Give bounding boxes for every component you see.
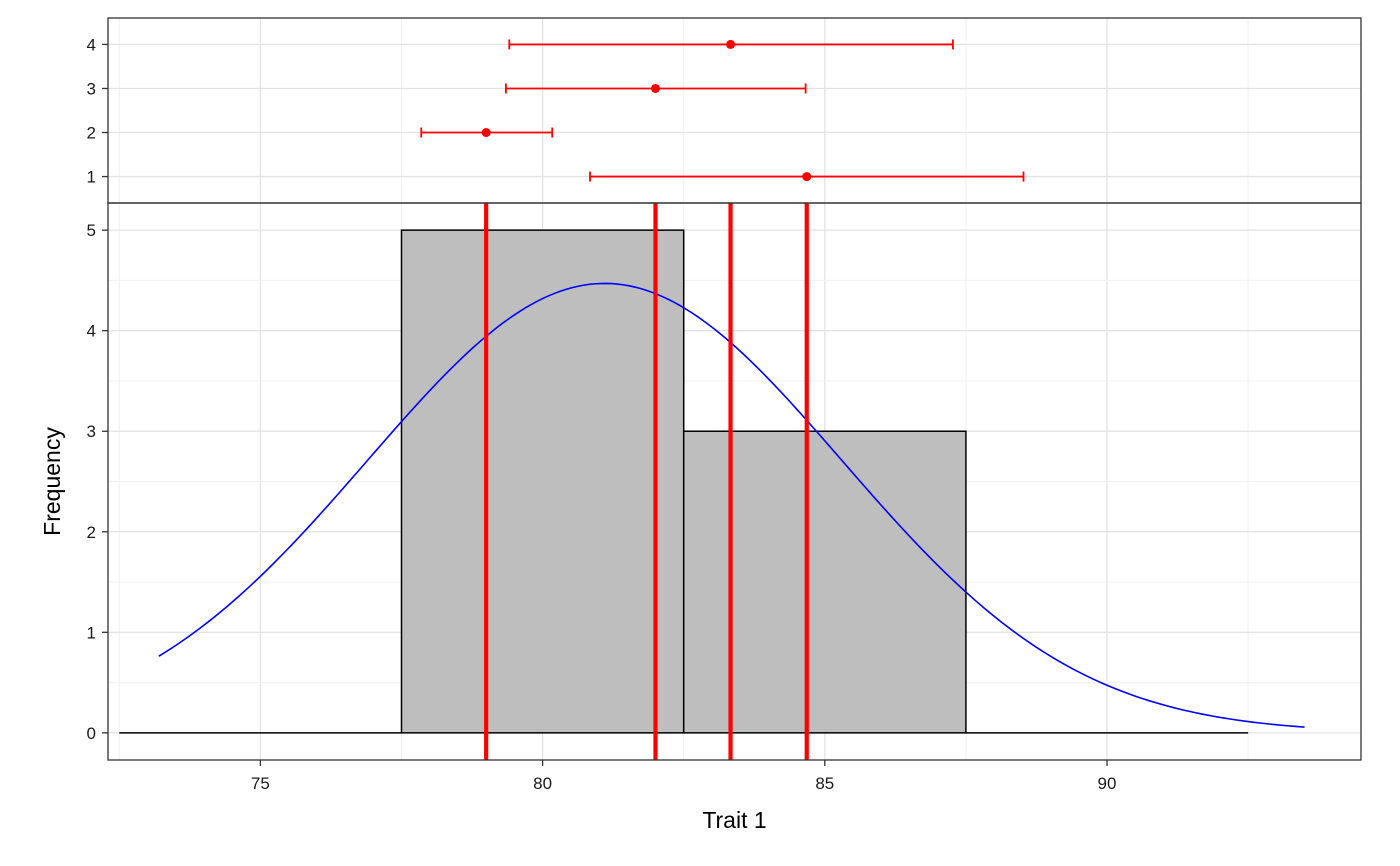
histogram-bar <box>400 229 685 734</box>
errorbar-point <box>481 128 491 138</box>
bottom-y-tick-label: 0 <box>87 724 96 743</box>
y-axis-title: Frequency <box>39 427 65 536</box>
x-tick-label: 75 <box>251 774 270 793</box>
x-axis-title: Trait 1 <box>702 807 766 833</box>
bottom-panel-frame <box>107 202 1362 761</box>
top-y-tick-label: 1 <box>87 168 96 187</box>
x-tick-label: 90 <box>1098 774 1117 793</box>
tick-marks <box>102 43 1108 766</box>
bottom-y-tick-label: 2 <box>87 523 96 542</box>
bottom-y-tick-label: 5 <box>87 221 96 240</box>
tick-labels: 1 2 3 4 0 1 2 3 4 5 75 80 85 90 <box>87 35 1117 793</box>
top-y-tick-label: 2 <box>87 124 96 143</box>
bottom-y-tick-label: 4 <box>87 322 96 341</box>
bottom-y-tick-label: 1 <box>87 623 96 642</box>
errorbars <box>420 39 1025 182</box>
errorbar-point <box>650 83 660 93</box>
top-y-tick-label: 4 <box>87 35 96 54</box>
mean-lines <box>484 203 809 760</box>
x-tick-label: 80 <box>533 774 552 793</box>
bottom-y-tick-label: 3 <box>87 422 96 441</box>
histogram-bar <box>682 430 967 734</box>
errorbar-point <box>802 172 812 182</box>
top-y-tick-label: 3 <box>87 79 96 98</box>
panel-frames <box>107 17 1362 761</box>
x-tick-label: 85 <box>815 774 834 793</box>
errorbar-point <box>726 39 736 49</box>
